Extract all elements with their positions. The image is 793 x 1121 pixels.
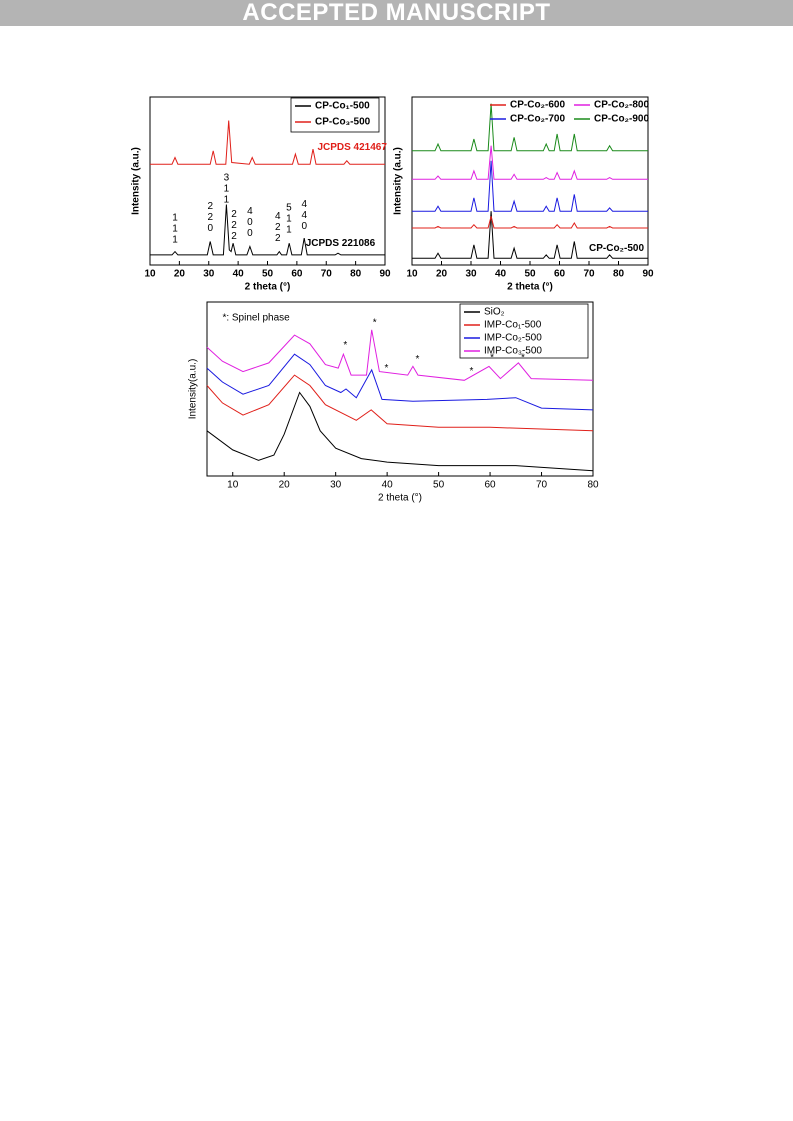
xrd-pattern [206,374,594,432]
x-tick-label: 10 [406,269,418,280]
miller-index: 1 [224,194,230,205]
x-tick-label: 30 [203,269,215,280]
x-tick-label: 10 [227,480,239,491]
miller-index: 1 [172,213,178,224]
xrd-pattern [206,329,594,381]
x-tick-label: 80 [587,480,599,491]
miller-index: 1 [286,214,292,225]
miller-index: 1 [172,224,178,235]
miller-index: 2 [231,231,237,242]
x-tick-label: 50 [433,480,445,491]
miller-index: 2 [275,222,281,233]
x-tick-label: 20 [279,480,291,491]
miller-index: 4 [301,210,307,221]
miller-index: 5 [286,203,292,214]
miller-index: 0 [301,221,307,232]
miller-index: 1 [172,235,178,246]
miller-index: 4 [275,211,281,222]
annotation: JCPDS 421467 [317,142,387,153]
x-tick-label: 80 [613,269,625,280]
miller-index: 2 [231,209,237,220]
miller-index: 1 [224,183,230,194]
legend-label: CP-Co₂-800 [594,100,649,111]
x-axis-label: 2 theta (°) [378,493,422,504]
miller-index: 0 [207,223,213,234]
x-tick-label: 80 [350,269,362,280]
legend-label: IMP-Co₁-500 [484,320,542,331]
plot-frame [206,301,594,477]
x-tick-label: 70 [583,269,595,280]
legend-label: SiO₂ [484,307,505,318]
xrd-pattern [412,160,648,212]
annotation: * [373,318,377,329]
y-axis-label: Intensity (a.u.) [131,147,142,215]
legend-box [459,303,589,359]
legend-label: CP-Co₂-700 [510,114,565,125]
x-tick-label: 70 [321,269,333,280]
x-tick-label: 30 [330,480,342,491]
x-tick-label: 50 [524,269,536,280]
legend-label: IMP-Co₂-500 [484,333,542,344]
xrd-pattern [150,204,385,256]
miller-index: 2 [231,220,237,231]
xrd-pattern [206,353,594,411]
x-tick-label: 60 [485,480,497,491]
annotation: *: Spinel phase [222,312,290,323]
x-tick-label: 20 [174,269,186,280]
x-axis-label: 2 theta (°) [507,282,553,293]
annotation: JCPDS 221086 [306,238,376,249]
x-tick-label: 90 [642,269,654,280]
y-axis-label: Intensity(a.u.) [188,359,199,420]
legend-label: CP-Co₂-600 [510,100,565,111]
miller-index: 2 [207,212,213,223]
legend-label: CP-Co₁-500 [315,101,370,112]
x-tick-label: 60 [554,269,566,280]
xrd-pattern [412,216,648,229]
x-tick-label: 30 [465,269,477,280]
x-axis-label: 2 theta (°) [245,282,291,293]
miller-index: 4 [247,206,253,217]
x-tick-label: 40 [382,480,394,491]
y-axis-label: Intensity (a.u.) [393,147,404,215]
legend-label: IMP-Co₃-500 [484,346,542,357]
x-tick-label: 40 [233,269,245,280]
annotation: * [521,352,525,363]
x-tick-label: 50 [262,269,274,280]
x-tick-label: 60 [291,269,303,280]
annotation: * [343,340,347,351]
legend-label: CP-Co₃-500 [315,117,371,128]
header: ACCEPTED MANUSCRIPT [0,0,793,26]
x-tick-label: 70 [536,480,548,491]
series-label: CP-Co₂-500 [589,243,644,254]
x-tick-label: 20 [436,269,448,280]
xrd-pattern [412,103,648,152]
x-tick-label: 40 [495,269,507,280]
annotation: * [385,363,389,374]
miller-index: 3 [224,172,230,183]
miller-index: 0 [247,217,253,228]
miller-index: 0 [247,228,253,239]
miller-index: 4 [301,199,307,210]
annotation: * [469,366,473,377]
xrd-pattern [206,391,594,472]
annotation: * [415,354,419,365]
legend-box [290,97,380,133]
miller-index: 2 [207,201,213,212]
legend-label: CP-Co₂-900 [594,114,649,125]
miller-index: 1 [286,225,292,236]
miller-index: 2 [275,233,281,244]
x-tick-label: 90 [379,269,391,280]
xrd-pattern [412,145,648,180]
x-tick-label: 10 [144,269,156,280]
xrd-pattern [412,211,648,259]
xrd-pattern [150,120,385,165]
annotation: * [490,352,494,363]
